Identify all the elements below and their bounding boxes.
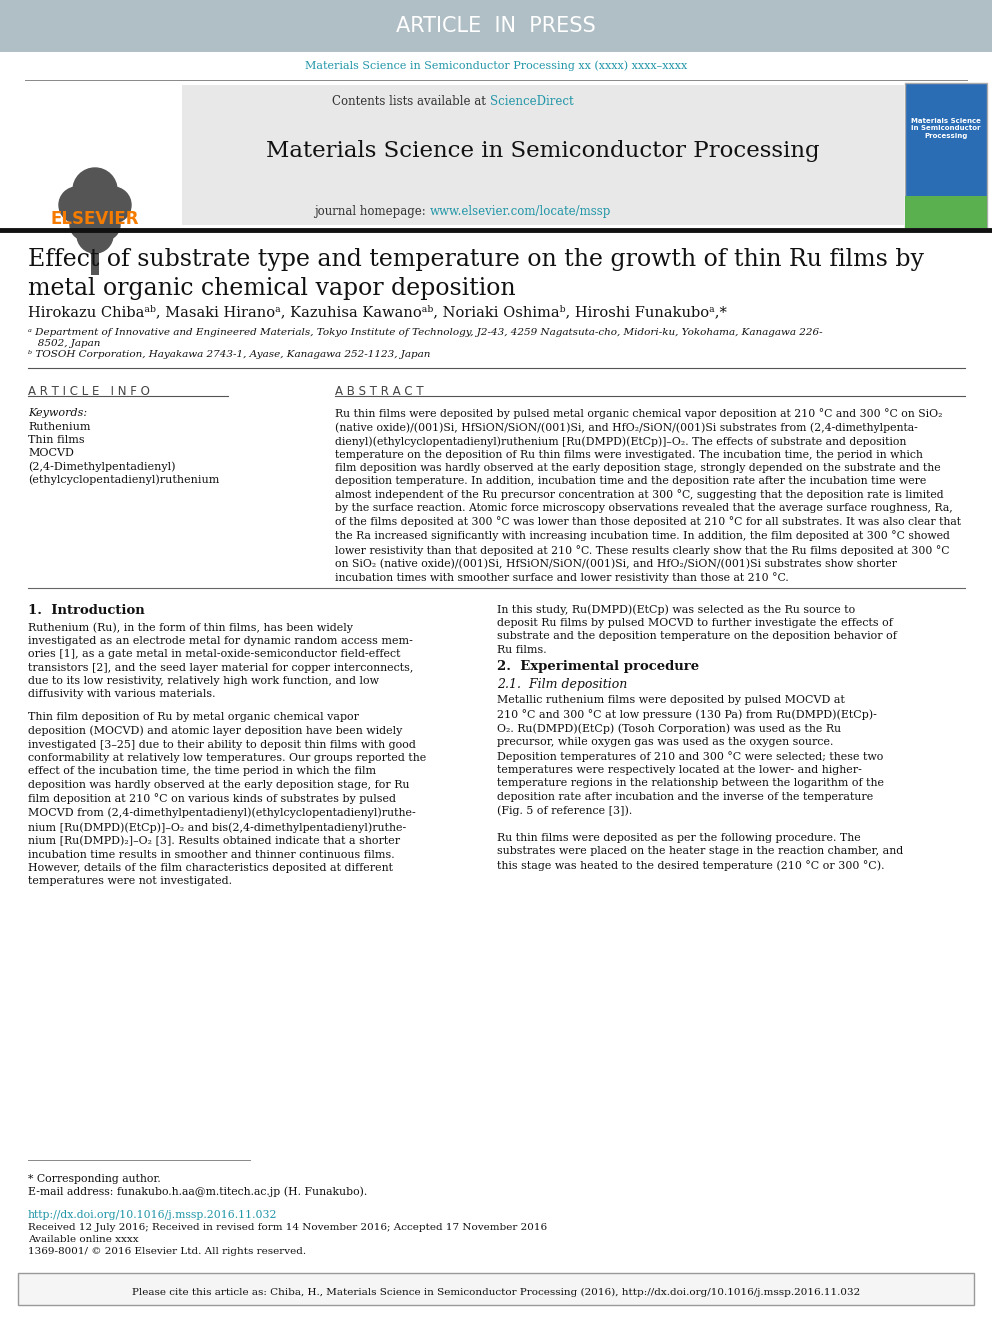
Text: MOCVD: MOCVD xyxy=(28,448,73,458)
Circle shape xyxy=(70,210,100,239)
Circle shape xyxy=(73,168,117,212)
Text: 1.  Introduction: 1. Introduction xyxy=(28,605,145,617)
Text: 2.1.  Film deposition: 2.1. Film deposition xyxy=(497,677,627,691)
Text: 1369-8001/ © 2016 Elsevier Ltd. All rights reserved.: 1369-8001/ © 2016 Elsevier Ltd. All righ… xyxy=(28,1248,307,1256)
FancyBboxPatch shape xyxy=(18,1273,974,1304)
Bar xyxy=(91,239,99,275)
Text: Metallic ruthenium films were deposited by pulsed MOCVD at
210 °C and 300 °C at : Metallic ruthenium films were deposited … xyxy=(497,695,904,871)
Circle shape xyxy=(77,217,113,253)
Text: Ruthenium (Ru), in the form of thin films, has been widely
investigated as an el: Ruthenium (Ru), in the form of thin film… xyxy=(28,622,414,700)
Text: www.elsevier.com/locate/mssp: www.elsevier.com/locate/mssp xyxy=(430,205,611,218)
Text: http://dx.doi.org/10.1016/j.mssp.2016.11.032: http://dx.doi.org/10.1016/j.mssp.2016.11… xyxy=(28,1211,278,1220)
Text: Materials Science in Semiconductor Processing xx (xxxx) xxxx–xxxx: Materials Science in Semiconductor Proce… xyxy=(305,60,687,70)
Text: ELSEVIER: ELSEVIER xyxy=(51,210,139,228)
Text: A R T I C L E   I N F O: A R T I C L E I N F O xyxy=(28,385,150,398)
Text: Materials Science
in Semiconductor
Processing: Materials Science in Semiconductor Proce… xyxy=(911,118,981,139)
Circle shape xyxy=(95,187,131,224)
Text: ARTICLE  IN  PRESS: ARTICLE IN PRESS xyxy=(396,16,596,36)
Text: Ru thin films were deposited by pulsed metal organic chemical vapor deposition a: Ru thin films were deposited by pulsed m… xyxy=(335,407,961,583)
Bar xyxy=(905,83,987,228)
Circle shape xyxy=(90,210,120,239)
Text: journal homepage:: journal homepage: xyxy=(314,205,430,218)
Text: Contents lists available at: Contents lists available at xyxy=(332,95,490,108)
Bar xyxy=(905,196,987,228)
Text: Hirokazu Chibaᵃᵇ, Masaki Hiranoᵃ, Kazuhisa Kawanoᵃᵇ, Noriaki Oshimaᵇ, Hiroshi Fu: Hirokazu Chibaᵃᵇ, Masaki Hiranoᵃ, Kazuhi… xyxy=(28,306,727,319)
Text: Available online xxxx: Available online xxxx xyxy=(28,1234,139,1244)
Text: Thin films: Thin films xyxy=(28,435,84,445)
Text: ᵇ TOSOH Corporation, Hayakawa 2743-1, Ayase, Kanagawa 252-1123, Japan: ᵇ TOSOH Corporation, Hayakawa 2743-1, Ay… xyxy=(28,351,431,359)
Text: (ethylcyclopentadienyl)ruthenium: (ethylcyclopentadienyl)ruthenium xyxy=(28,474,219,484)
Text: In this study, Ru(DMPD)(EtCp) was selected as the Ru source to
deposit Ru films : In this study, Ru(DMPD)(EtCp) was select… xyxy=(497,605,897,655)
Text: 2.  Experimental procedure: 2. Experimental procedure xyxy=(497,660,699,673)
Text: A B S T R A C T: A B S T R A C T xyxy=(335,385,424,398)
Text: ScienceDirect: ScienceDirect xyxy=(490,95,573,108)
Text: E-mail address: funakubo.h.aa@m.titech.ac.jp (H. Funakubo).: E-mail address: funakubo.h.aa@m.titech.a… xyxy=(28,1185,367,1196)
Bar xyxy=(20,83,180,228)
Bar xyxy=(0,0,992,52)
Text: Received 12 July 2016; Received in revised form 14 November 2016; Accepted 17 No: Received 12 July 2016; Received in revis… xyxy=(28,1222,548,1232)
Text: * Corresponding author.: * Corresponding author. xyxy=(28,1174,161,1184)
Text: Ruthenium: Ruthenium xyxy=(28,422,90,433)
Text: Effect of substrate type and temperature on the growth of thin Ru films by
metal: Effect of substrate type and temperature… xyxy=(28,247,924,300)
Text: ᵃ Department of Innovative and Engineered Materials, Tokyo Institute of Technolo: ᵃ Department of Innovative and Engineere… xyxy=(28,328,822,348)
Text: (2,4-Dimethylpentadienyl): (2,4-Dimethylpentadienyl) xyxy=(28,460,176,471)
Text: Thin film deposition of Ru by metal organic chemical vapor
deposition (MOCVD) an: Thin film deposition of Ru by metal orga… xyxy=(28,712,427,886)
Circle shape xyxy=(59,187,95,224)
Bar xyxy=(182,85,904,225)
Text: Please cite this article as: Chiba, H., Materials Science in Semiconductor Proce: Please cite this article as: Chiba, H., … xyxy=(132,1289,860,1297)
Text: Keywords:: Keywords: xyxy=(28,407,87,418)
Text: Materials Science in Semiconductor Processing: Materials Science in Semiconductor Proce… xyxy=(266,140,819,161)
